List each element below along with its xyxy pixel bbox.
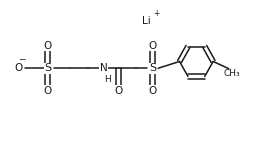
Text: S: S xyxy=(44,63,51,73)
Text: N: N xyxy=(99,63,107,73)
Text: O: O xyxy=(148,41,157,51)
Text: O: O xyxy=(44,41,52,51)
Text: Li: Li xyxy=(142,16,150,26)
Text: O: O xyxy=(44,86,52,96)
Text: +: + xyxy=(153,9,159,18)
Text: −: − xyxy=(17,54,25,63)
Text: O: O xyxy=(14,63,22,73)
Text: O: O xyxy=(115,86,123,96)
Text: CH₃: CH₃ xyxy=(224,69,240,78)
Text: O: O xyxy=(148,86,157,96)
Text: H: H xyxy=(104,75,111,84)
Text: S: S xyxy=(149,63,156,73)
